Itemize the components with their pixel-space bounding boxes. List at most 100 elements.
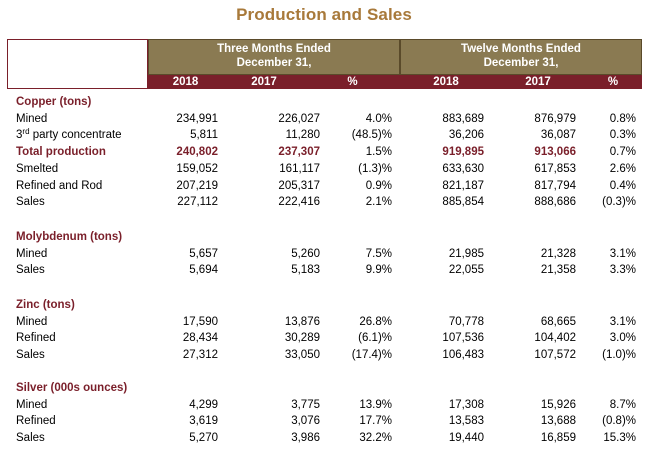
section-heading: Silver (000s ounces): [16, 382, 128, 394]
header-group-line: December 31,: [236, 57, 312, 69]
table-cell: 21,328: [540, 247, 576, 260]
table-cell: 7.5%: [365, 247, 392, 260]
row-label: Smelted: [16, 162, 59, 175]
table-cell: 33,050: [284, 349, 320, 362]
table-cell: 5,260: [291, 247, 320, 260]
table-cell: 3.1%: [609, 247, 636, 260]
table-cell: 913,066: [534, 146, 576, 159]
table-cell: 15,926: [540, 398, 576, 411]
table-cell: 13.9%: [359, 398, 392, 411]
table-cell: 237,307: [278, 146, 320, 159]
row-label: Refined and Rod: [16, 179, 103, 192]
table-cell: 19,440: [448, 432, 484, 445]
row-label-part: party concentrate: [29, 129, 122, 142]
table-cell: 27,312: [182, 349, 218, 362]
row-label: Mined: [16, 315, 48, 328]
row-label: Refined: [16, 415, 56, 428]
table-cell: 2.1%: [365, 196, 392, 209]
table-cell: 617,853: [534, 162, 576, 175]
table-cell: 3,986: [291, 432, 320, 445]
section-heading: Copper (tons): [16, 96, 92, 108]
table-cell: 107,572: [534, 349, 576, 362]
table-cell: 8.7%: [609, 398, 636, 411]
table-cell: 234,991: [176, 112, 218, 125]
table-cell: 3.0%: [609, 332, 636, 345]
column-header: 2018: [400, 75, 492, 89]
table-cell: 4.0%: [365, 112, 392, 125]
table-cell: 817,794: [534, 179, 576, 192]
table-cell: 16,859: [540, 432, 576, 445]
table-cell: 207,219: [176, 179, 218, 192]
table-cell: 13,688: [540, 415, 576, 428]
table-cell: (1.0)%: [602, 349, 636, 362]
table-cell: 11,280: [285, 129, 320, 142]
table-cell: 5,270: [189, 432, 218, 445]
table-cell: 876,979: [534, 112, 576, 125]
table-cell: 159,052: [176, 162, 218, 175]
table-cell: (0.8)%: [602, 415, 636, 428]
header-group-line: December 31,: [483, 57, 559, 69]
table-cell: 17,590: [182, 315, 218, 328]
table-cell: 28,434: [182, 332, 218, 345]
header-group-line: Twelve Months Ended: [461, 43, 581, 55]
table-cell: 36,206: [448, 129, 484, 142]
table-cell: 17.7%: [359, 415, 392, 428]
page-title: Production and Sales: [236, 5, 412, 24]
table-cell: 106,483: [442, 349, 484, 362]
row-label: Mined: [16, 112, 48, 125]
row-label: Mined: [16, 247, 48, 260]
table-cell: 885,854: [442, 196, 484, 209]
table-cell: 821,187: [442, 179, 484, 192]
table-cell: 15.3%: [603, 432, 636, 445]
table-cell: (1.3)%: [358, 162, 392, 175]
row-label: Sales: [16, 432, 45, 445]
column-header: 2017: [492, 75, 584, 89]
row-label-superscript: rd: [22, 127, 30, 137]
row-label: Sales: [16, 264, 45, 277]
table-cell: 36,087: [540, 129, 576, 142]
table-cell: 5,657: [189, 247, 218, 260]
table-cell: 226,027: [278, 112, 320, 125]
table-cell: 205,317: [278, 179, 320, 192]
header-group-three-months: Three Months Ended December 31,: [148, 39, 400, 75]
table-cell: (17.4)%: [351, 349, 392, 362]
table-cell: 1.5%: [365, 146, 392, 159]
table-cell: 21,358: [540, 264, 576, 277]
table-cell: 0.7%: [609, 146, 636, 159]
table-cell: 70,778: [448, 315, 484, 328]
table-cell: 0.8%: [609, 112, 636, 125]
table-cell: 240,802: [176, 146, 218, 159]
section-heading: Molybdenum (tons): [16, 231, 123, 243]
table-cell: 21,985: [448, 247, 484, 260]
table-cell: 5,183: [291, 264, 320, 277]
table-cell: 3,775: [291, 398, 320, 411]
table-cell: 32.2%: [359, 432, 392, 445]
table-cell: (48.5)%: [351, 129, 392, 142]
column-header: 2018: [148, 75, 223, 89]
table-cell: 22,055: [448, 264, 484, 277]
table-cell: 4,299: [189, 398, 218, 411]
table-cell: 3,619: [189, 415, 218, 428]
table-cell: 919,895: [442, 146, 484, 159]
column-header: %: [584, 75, 642, 89]
table-cell: (0.3)%: [602, 196, 636, 209]
table-cell: 104,402: [534, 332, 576, 345]
table-cell: 883,689: [442, 112, 484, 125]
table-cell: 633,630: [442, 162, 484, 175]
table-cell: 13,876: [284, 315, 320, 328]
row-label: 3rd party concentrate: [16, 128, 122, 142]
table-cell: 17,308: [448, 398, 484, 411]
table-cell: 26.8%: [359, 315, 392, 328]
table-cell: 222,416: [278, 196, 320, 209]
table-cell: 5,811: [190, 129, 218, 142]
table-cell: 2.6%: [609, 162, 636, 175]
table-cell: 3.3%: [609, 264, 636, 277]
row-label-part: 3: [16, 129, 23, 142]
table-cell: 107,536: [442, 332, 484, 345]
table-cell: 3,076: [291, 415, 320, 428]
row-label: Mined: [16, 398, 48, 411]
row-label: Sales: [16, 349, 45, 362]
table-cell: 68,665: [540, 315, 576, 328]
header-group-twelve-months: Twelve Months Ended December 31,: [400, 39, 642, 75]
table-cell: 0.9%: [365, 179, 392, 192]
